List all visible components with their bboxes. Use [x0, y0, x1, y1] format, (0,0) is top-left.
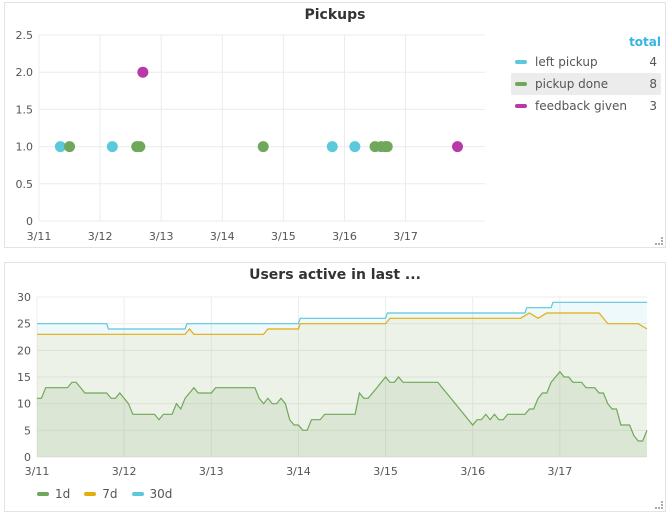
x-tick-label: 3/17 [393, 230, 418, 243]
resize-handle[interactable] [655, 501, 663, 509]
x-tick-label: 3/12 [88, 230, 113, 243]
users-active-panel: Users active in last ... 0 5 10 15 20 25 30 3/1… [4, 262, 666, 512]
legend-label: left pickup [535, 55, 598, 69]
x-tick-label: 3/16 [460, 465, 485, 478]
legend-label: pickup done [535, 77, 609, 91]
scatter-point [64, 141, 76, 153]
legend-label: 30d [149, 487, 173, 501]
series-line-1d [37, 370, 648, 442]
series-line-7d [37, 312, 648, 335]
legend-label: 7d [102, 487, 118, 501]
x-tick-label: 3/17 [548, 465, 573, 478]
pickups-chart[interactable]: 0 0.5 1.0 1.5 2.0 2.5 3/11 3/12 3/13 3/14 3/15 3/16… [5, 3, 505, 247]
legend-swatch [84, 492, 97, 496]
legend-item-feedback-given[interactable]: feedback given 3 [511, 95, 661, 117]
y-tick-label: 10 [17, 398, 31, 411]
x-tick-label: 3/11 [27, 230, 52, 243]
scatter-point [137, 66, 149, 78]
resize-handle[interactable] [655, 237, 663, 245]
x-tick-label: 3/13 [149, 230, 174, 243]
scatter-point [257, 141, 269, 153]
scatter-point [326, 141, 338, 153]
y-tick-label: 1.5 [16, 103, 34, 116]
legend-item-left-pickup[interactable]: left pickup 4 [511, 51, 661, 73]
y-tick-label: 25 [17, 318, 31, 331]
users-panel-title[interactable]: Users active in last ... [249, 267, 421, 283]
y-tick-label: 20 [17, 344, 31, 357]
x-tick-label: 3/16 [332, 230, 357, 243]
series-area-7d [37, 313, 647, 457]
legend-total-header[interactable]: total [629, 35, 661, 49]
pickups-panel: Pickups 0 0.5 1.0 1.5 2.0 2.5 3/11 3/12 3/13 3/14… [4, 2, 666, 248]
scatter-point [134, 141, 146, 153]
series-area-30d [37, 302, 647, 457]
pickups-panel-title[interactable]: Pickups [304, 7, 366, 23]
legend-total: 4 [649, 55, 657, 69]
x-tick-label: 3/11 [25, 465, 50, 478]
y-tick-label: 2.0 [16, 66, 34, 79]
legend-swatch [515, 82, 527, 86]
legend-item-30d[interactable]: 30d [131, 487, 173, 501]
x-tick-label: 3/14 [210, 230, 235, 243]
x-tick-label: 3/12 [112, 465, 137, 478]
x-tick-label: 3/14 [286, 465, 311, 478]
legend-label: feedback given [535, 99, 627, 113]
legend-item-1d[interactable]: 1d [37, 487, 70, 501]
legend-swatch [515, 60, 527, 64]
y-tick-label: 1.0 [16, 141, 34, 154]
x-tick-label: 3/13 [199, 465, 224, 478]
legend-total: 8 [649, 77, 657, 91]
series-line-30d [37, 301, 647, 330]
y-tick-label: 0 [24, 451, 31, 464]
legend-swatch [131, 492, 144, 496]
x-tick-label: 3/15 [271, 230, 296, 243]
users-legend: 1d 7d 30d [37, 487, 172, 501]
legend-swatch [515, 104, 527, 108]
y-tick-label: 5 [24, 424, 31, 437]
pickups-legend: total left pickup 4 pickup done 8 feedba… [511, 33, 661, 117]
scatter-point [452, 141, 464, 153]
legend-label: 1d [55, 487, 71, 501]
y-tick-label: 2.5 [16, 29, 34, 42]
scatter-point [106, 141, 118, 153]
y-tick-label: 30 [17, 291, 31, 304]
legend-item-pickup-done[interactable]: pickup done 8 [511, 73, 661, 95]
scatter-point [349, 141, 361, 153]
y-tick-label: 0.5 [16, 178, 34, 191]
legend-item-7d[interactable]: 7d [84, 487, 118, 501]
users-active-chart[interactable]: 0 5 10 15 20 25 30 3/11 3/12 3/13 3/14 3/15 3/16 3/17 [5, 263, 665, 483]
legend-swatch [37, 492, 49, 496]
legend-total: 3 [649, 99, 657, 113]
y-tick-label: 0 [26, 215, 33, 228]
scatter-point [54, 141, 66, 153]
y-tick-label: 15 [17, 371, 31, 384]
scatter-point [381, 141, 393, 153]
x-tick-label: 3/15 [373, 465, 398, 478]
